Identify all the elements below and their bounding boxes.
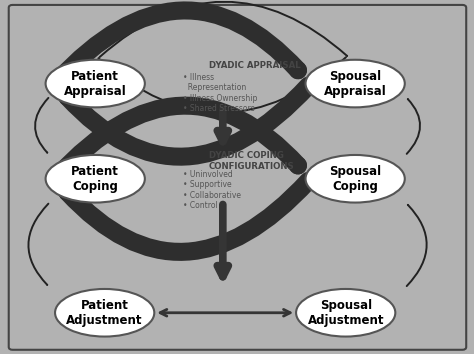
FancyArrowPatch shape bbox=[407, 99, 420, 154]
Ellipse shape bbox=[296, 289, 395, 337]
Text: Spousal
Appraisal: Spousal Appraisal bbox=[324, 69, 386, 98]
Text: DYADIC APPRAISAL: DYADIC APPRAISAL bbox=[209, 62, 300, 70]
FancyArrowPatch shape bbox=[35, 98, 48, 153]
Text: DYADIC COPING
CONFIGURATIONS: DYADIC COPING CONFIGURATIONS bbox=[209, 152, 294, 171]
Text: Patient
Adjustment: Patient Adjustment bbox=[66, 299, 143, 327]
Text: Spousal
Coping: Spousal Coping bbox=[329, 165, 381, 193]
Ellipse shape bbox=[55, 289, 155, 337]
Text: Patient
Coping: Patient Coping bbox=[71, 165, 119, 193]
Ellipse shape bbox=[306, 60, 405, 107]
FancyArrowPatch shape bbox=[67, 86, 309, 157]
Ellipse shape bbox=[46, 155, 145, 202]
FancyArrowPatch shape bbox=[100, 2, 347, 57]
Text: Spousal
Adjustment: Spousal Adjustment bbox=[308, 299, 384, 327]
Text: • Illness
  Representation
• Illness Ownership
• Shared Stressors: • Illness Representation • Illness Owner… bbox=[182, 73, 257, 113]
FancyArrowPatch shape bbox=[99, 57, 346, 113]
FancyArrowPatch shape bbox=[28, 204, 48, 285]
Text: Patient
Appraisal: Patient Appraisal bbox=[64, 69, 127, 98]
Ellipse shape bbox=[306, 155, 405, 202]
FancyArrowPatch shape bbox=[57, 105, 298, 177]
FancyArrowPatch shape bbox=[57, 10, 298, 81]
Text: • Uninvolved
• Supportive
• Collaborative
• Control: • Uninvolved • Supportive • Collaborativ… bbox=[182, 170, 241, 210]
FancyArrowPatch shape bbox=[407, 205, 427, 286]
FancyArrowPatch shape bbox=[67, 181, 309, 252]
FancyBboxPatch shape bbox=[9, 5, 466, 350]
Ellipse shape bbox=[46, 60, 145, 107]
